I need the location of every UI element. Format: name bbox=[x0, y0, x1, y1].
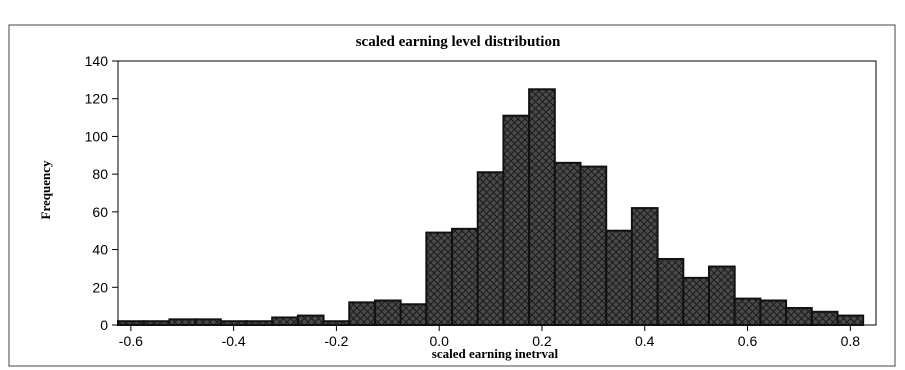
histogram-bar bbox=[271, 316, 299, 327]
x-tick-label: 0.8 bbox=[841, 333, 861, 349]
y-tick-label: 40 bbox=[92, 242, 108, 258]
x-axis: -0.6 -0.4 -0.2 0.0 0.2 0.4 0.6 0.8 bbox=[119, 325, 860, 349]
histogram-bar bbox=[194, 318, 222, 327]
outer-frame bbox=[8, 24, 896, 367]
histogram-bar bbox=[245, 320, 274, 327]
chart-title: scaled earning level distribution bbox=[356, 34, 561, 50]
x-tick-label: 0.2 bbox=[532, 333, 552, 349]
histogram-bar bbox=[296, 314, 325, 327]
x-tick-label: 0.0 bbox=[429, 333, 449, 349]
histogram-bar bbox=[810, 310, 839, 326]
y-axis: 0 20 40 60 80 100 120 140 bbox=[85, 53, 119, 333]
y-tick-label: 140 bbox=[85, 53, 109, 69]
y-axis-label: Frequency bbox=[38, 160, 53, 219]
histogram-bar bbox=[142, 320, 171, 327]
x-tick-label: -0.4 bbox=[222, 333, 246, 349]
histogram-bar bbox=[836, 314, 865, 327]
bars-group bbox=[117, 88, 865, 327]
histogram-bar bbox=[579, 165, 608, 326]
histogram-bar bbox=[219, 320, 248, 327]
histogram-bar bbox=[656, 258, 685, 326]
histogram-bar bbox=[785, 307, 813, 326]
histogram-bar bbox=[682, 276, 710, 327]
histogram-bar bbox=[502, 114, 531, 326]
histogram-bar bbox=[425, 231, 454, 327]
histogram-bar bbox=[630, 207, 659, 326]
histogram-bar bbox=[322, 320, 351, 327]
histogram-bar bbox=[117, 320, 145, 327]
histogram-bar bbox=[168, 318, 197, 327]
histogram-bar bbox=[373, 299, 402, 327]
histogram-bar bbox=[399, 303, 428, 326]
histogram-bar bbox=[553, 161, 582, 326]
x-tick-label: -0.6 bbox=[119, 333, 143, 349]
y-tick-label: 0 bbox=[100, 317, 108, 333]
histogram-bar bbox=[733, 297, 762, 327]
y-tick-label: 60 bbox=[92, 204, 108, 220]
y-tick-label: 120 bbox=[85, 91, 109, 107]
x-tick-label: -0.2 bbox=[324, 333, 348, 349]
histogram-bar bbox=[451, 227, 479, 326]
y-tick-label: 20 bbox=[92, 279, 108, 295]
histogram-bar bbox=[759, 299, 788, 327]
histogram-bar bbox=[605, 229, 633, 326]
histogram-bar bbox=[707, 265, 736, 326]
histogram-bar bbox=[476, 171, 505, 326]
histogram-bar bbox=[348, 301, 376, 326]
y-tick-label: 80 bbox=[92, 166, 108, 182]
x-tick-label: 0.6 bbox=[738, 333, 758, 349]
x-tick-label: 0.4 bbox=[635, 333, 655, 349]
y-tick-label: 100 bbox=[85, 128, 109, 144]
x-axis-label: scaled earning inetrval bbox=[432, 346, 559, 361]
histogram-bar bbox=[528, 88, 556, 326]
